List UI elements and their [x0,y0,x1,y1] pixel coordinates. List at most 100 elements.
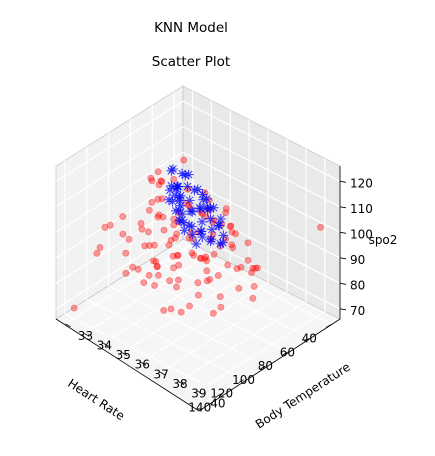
red-data-point [223,206,229,212]
red-data-point [123,250,129,256]
blue-data-point [196,204,206,214]
y-tick-label: 35 [116,348,131,362]
blue-data-point [198,190,208,200]
red-data-point [156,212,162,218]
red-data-point [145,229,151,235]
blue-data-point [185,195,195,205]
z-tick-mark [340,181,346,182]
red-data-point [139,226,145,232]
blue-data-point [215,239,225,249]
blue-data-point [191,239,201,249]
red-data-point [178,309,184,315]
red-data-point [236,285,242,291]
figure-suptitle: KNN Model [154,20,228,36]
blue-data-point [216,214,226,224]
y-tick-label: 33 [78,329,93,343]
z-tick-mark [340,258,346,259]
red-data-point [215,272,221,278]
red-data-point [176,262,182,268]
x-tick-label: 140 [188,400,211,414]
red-data-point [155,169,161,175]
z-tick-label: 110 [350,202,373,216]
red-data-point [250,295,256,301]
blue-data-point [209,203,219,213]
blue-data-point [168,196,178,206]
z-tick-label: 80 [350,278,365,292]
red-data-point [174,252,180,258]
blue-data-point [206,236,216,246]
red-data-point [146,207,152,213]
red-data-point [161,307,167,313]
axes-title: Scatter Plot [152,54,230,70]
red-data-point [317,224,323,230]
blue-data-point [167,181,177,191]
red-data-point [245,240,251,246]
red-data-point [71,305,77,311]
red-data-point [228,223,234,229]
red-data-point [186,303,192,309]
x-axis-label: Heart Rate [65,376,127,423]
red-data-point [120,213,126,219]
red-data-point [204,268,210,274]
z-tick-label: 90 [350,253,365,267]
red-data-point [150,258,156,264]
blue-data-point [206,214,216,224]
red-data-point [195,280,201,286]
red-data-point [130,264,136,270]
red-data-point [195,292,201,298]
red-data-point [238,264,244,270]
z-tick-label: 70 [350,304,365,318]
red-data-point [232,231,238,237]
red-data-point [168,237,174,243]
red-data-point [175,277,181,283]
y-tick-label: 36 [135,358,150,372]
red-data-point [191,252,197,258]
red-data-point [204,278,210,284]
red-data-point [173,284,179,290]
z-axis-label: spo2 [369,233,398,247]
y-tick-label: 34 [97,338,112,352]
y-tick-label: 38 [172,377,187,391]
blue-data-point [183,182,193,192]
blue-data-point [180,225,190,235]
red-data-point [149,178,155,184]
red-data-point [250,265,256,271]
red-data-point [120,231,126,237]
red-data-point [171,222,177,228]
red-data-point [156,182,162,188]
red-data-point [154,263,160,269]
red-data-point [146,272,152,278]
red-data-point [211,251,217,257]
z-tick-mark [340,309,346,310]
red-data-point [152,282,158,288]
red-data-point [217,294,223,300]
red-data-point [138,220,144,226]
blue-data-point [168,164,178,174]
red-data-point [181,157,187,163]
red-data-point [210,310,216,316]
red-data-point [155,272,161,278]
red-data-point [161,227,167,233]
blue-data-point [176,216,186,226]
red-data-point [168,306,174,312]
red-data-point [94,250,100,256]
red-data-point [155,196,161,202]
red-data-point [97,244,103,250]
red-data-point [230,245,236,251]
red-data-point [149,199,155,205]
red-data-point [202,256,208,262]
blue-data-point [171,206,181,216]
blue-data-point [174,215,184,225]
red-data-point [151,242,157,248]
red-data-point [225,262,231,268]
red-data-point [135,266,141,272]
z-tick-mark [340,283,346,284]
z-tick-mark [340,232,346,233]
red-data-point [126,236,132,242]
red-data-point [102,224,108,230]
blue-data-point [188,230,198,240]
y-tick-label: 40 [210,396,225,410]
y-tick-label: 39 [191,387,206,401]
